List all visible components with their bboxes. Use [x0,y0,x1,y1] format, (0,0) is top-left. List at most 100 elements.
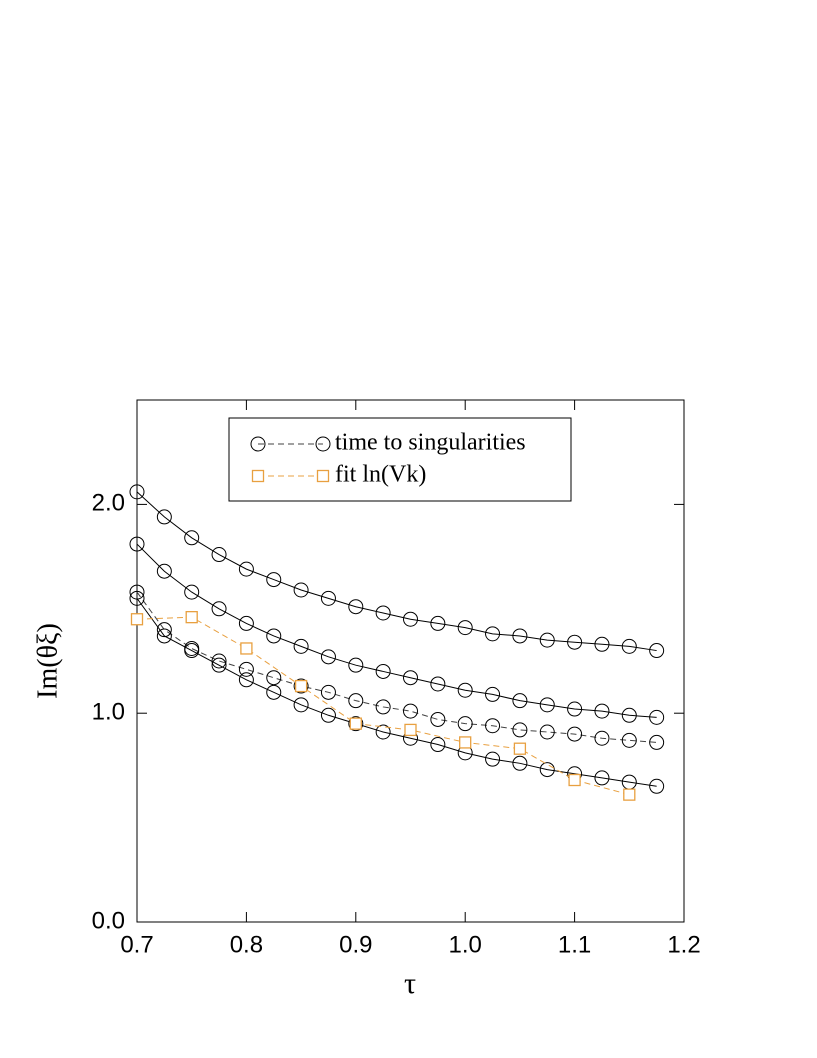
data-point [403,703,418,719]
data-point [293,582,309,598]
data-point [375,663,391,679]
data-point [512,628,528,644]
data-point [238,661,254,677]
data-point [430,615,446,631]
data-point [375,605,391,621]
x-axis-label: τ [404,967,416,1000]
data-point [649,709,665,725]
data-point [594,730,610,746]
legend-marker [316,469,330,483]
data-point [430,711,446,727]
data-point [459,736,472,749]
data-point [211,653,227,669]
data-point [320,649,336,665]
data-point [184,530,200,546]
data-point [294,679,308,693]
data-point [649,734,665,750]
data-point [238,561,254,577]
data-point [512,693,528,709]
data-point [156,628,172,644]
series-line [136,543,657,718]
data-point [348,693,364,709]
data-point [293,638,309,654]
data-point [485,751,501,767]
data-point [156,563,172,579]
data-point [320,707,336,723]
data-point [238,672,254,688]
data-point [567,726,583,742]
series-line [136,591,657,743]
legend-marker [315,436,331,452]
y-tick-label: 1.0 [92,699,125,726]
data-point [512,755,528,771]
x-tick-label: 1.1 [558,931,591,958]
data-point [539,697,555,713]
data-point [130,613,144,626]
y-axis-label: Im(θξ) [32,623,63,699]
data-point [403,670,418,686]
data-point [457,682,473,698]
data-point [320,684,336,700]
data-point [485,626,501,642]
data-point [266,684,282,700]
data-point [266,670,282,686]
data-point [457,620,473,636]
data-point [348,716,364,732]
data-point [621,638,637,654]
data-point [649,643,665,659]
data-point [184,584,200,600]
data-point [240,642,253,655]
data-point [539,762,555,778]
data-point [539,632,555,648]
data-point [348,657,364,673]
data-point [320,590,336,606]
data-point [512,722,528,738]
x-tick-label: 1.2 [667,931,700,958]
data-point [568,773,581,787]
x-tick-label: 1.0 [449,931,482,958]
data-point [156,622,172,638]
data-point [293,678,309,694]
data-point [185,611,198,624]
data-point [266,628,282,644]
data-point [349,717,362,730]
legend-label: fit ln(Vk) [335,462,426,488]
data-point [211,657,227,673]
data-point [129,590,145,606]
data-point [430,737,446,753]
data-point [184,643,200,659]
data-point [539,724,555,740]
legend-marker [251,469,265,483]
data-point [266,572,282,588]
y-tick-label: 2.0 [92,490,125,517]
legend-box [228,417,572,502]
data-point [156,509,172,525]
data-point [348,599,364,615]
data-point [129,536,145,552]
data-point [594,636,610,652]
series-line [136,598,657,787]
data-point [293,697,309,713]
data-point [129,484,145,500]
data-point [485,718,501,734]
data-point [375,724,391,740]
plot-frame [136,399,685,923]
data-point [375,699,391,715]
data-point [567,701,583,717]
data-point [513,742,527,755]
data-point [404,723,417,737]
x-tick-label: 0.9 [339,931,372,958]
x-tick-label: 0.8 [230,931,263,958]
legend-marker [250,436,266,452]
data-point [567,634,583,650]
data-point [238,615,254,631]
data-point [211,547,227,563]
y-tick-label: 0.0 [92,907,125,934]
data-point [623,788,636,801]
data-point [457,716,473,732]
data-point [621,732,637,748]
data-point [594,703,610,719]
data-point [594,770,610,786]
